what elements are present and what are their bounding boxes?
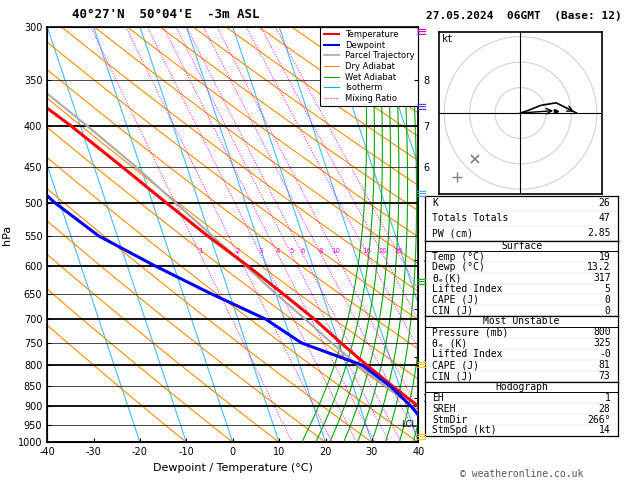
Text: 800: 800 [593,327,611,337]
Text: PW (cm): PW (cm) [432,228,474,238]
Text: LCL: LCL [401,420,416,429]
Text: 47: 47 [599,213,611,223]
Text: θₑ (K): θₑ (K) [432,338,467,348]
Text: 317: 317 [593,273,611,283]
Text: 2.85: 2.85 [587,228,611,238]
Text: Surface: Surface [501,241,542,251]
Text: 266°: 266° [587,415,611,425]
Text: ≡: ≡ [416,100,427,114]
Text: © weatheronline.co.uk: © weatheronline.co.uk [460,469,583,479]
Text: ≡: ≡ [416,358,427,371]
Text: CIN (J): CIN (J) [432,371,474,381]
Text: K: K [432,198,438,208]
Text: Dewp (°C): Dewp (°C) [432,262,485,273]
Text: θₑ(K): θₑ(K) [432,273,462,283]
Text: 28: 28 [599,404,611,414]
Y-axis label: hPa: hPa [3,225,12,244]
Text: 6: 6 [301,248,305,254]
Text: 2: 2 [235,248,240,254]
Text: Temp (°C): Temp (°C) [432,252,485,262]
Text: StmDir: StmDir [432,415,467,425]
Text: 81: 81 [599,360,611,370]
Text: CIN (J): CIN (J) [432,306,474,315]
Text: 40°27'N  50°04'E  -3m ASL: 40°27'N 50°04'E -3m ASL [72,8,260,21]
Text: 16: 16 [363,248,372,254]
Text: 19: 19 [599,252,611,262]
Text: 4: 4 [276,248,280,254]
Text: 325: 325 [593,338,611,348]
Text: StmSpd (kt): StmSpd (kt) [432,426,497,435]
Text: EH: EH [432,393,444,403]
Text: 8: 8 [319,248,323,254]
Text: 20: 20 [378,248,387,254]
Text: 13.2: 13.2 [587,262,611,273]
Text: Hodograph: Hodograph [495,382,548,392]
Text: 25: 25 [394,248,403,254]
Text: ≡: ≡ [416,431,427,444]
Text: Most Unstable: Most Unstable [483,316,560,327]
Text: Pressure (mb): Pressure (mb) [432,327,509,337]
Y-axis label: km
ASL: km ASL [440,224,458,245]
X-axis label: Dewpoint / Temperature (°C): Dewpoint / Temperature (°C) [153,463,313,473]
Text: 3: 3 [259,248,263,254]
Legend: Temperature, Dewpoint, Parcel Trajectory, Dry Adiabat, Wet Adiabat, Isotherm, Mi: Temperature, Dewpoint, Parcel Trajectory… [320,27,418,106]
Text: 5: 5 [289,248,294,254]
Text: ≡: ≡ [416,188,427,201]
Text: Totals Totals: Totals Totals [432,213,509,223]
Text: CAPE (J): CAPE (J) [432,295,479,305]
Text: 0: 0 [604,295,611,305]
Text: ≡: ≡ [416,275,427,289]
Text: 1: 1 [198,248,203,254]
Text: 5: 5 [604,284,611,294]
Text: CAPE (J): CAPE (J) [432,360,479,370]
Text: ≡: ≡ [416,25,427,38]
Text: Lifted Index: Lifted Index [432,349,503,359]
Text: 0: 0 [604,306,611,315]
Text: 14: 14 [599,426,611,435]
Text: 73: 73 [599,371,611,381]
Text: -0: -0 [599,349,611,359]
Text: kt: kt [442,34,454,44]
Text: 27.05.2024  06GMT  (Base: 12): 27.05.2024 06GMT (Base: 12) [426,11,621,21]
Text: 26: 26 [599,198,611,208]
Text: 1: 1 [604,393,611,403]
Text: SREH: SREH [432,404,456,414]
Text: 10: 10 [331,248,340,254]
Text: Lifted Index: Lifted Index [432,284,503,294]
